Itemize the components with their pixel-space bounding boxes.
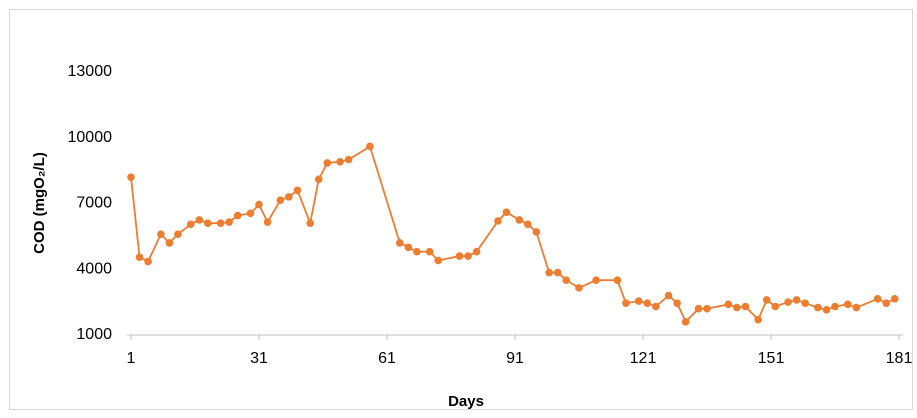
data-point (174, 230, 182, 238)
data-point (532, 228, 541, 236)
data-point (186, 220, 195, 229)
data-point (336, 158, 344, 166)
data-point (157, 230, 165, 238)
data-point (165, 239, 174, 247)
data-point (814, 303, 822, 312)
data-point (553, 268, 562, 277)
data-point (592, 276, 600, 284)
data-point (792, 296, 801, 304)
data-point (694, 304, 703, 313)
data-point (873, 295, 882, 303)
data-point (135, 253, 144, 261)
data-point (425, 247, 434, 256)
y-tick-label: 1000 (76, 326, 112, 343)
data-point (494, 217, 502, 225)
data-point (366, 142, 374, 151)
data-point (724, 300, 733, 309)
data-point (652, 302, 660, 311)
chart-border (9, 9, 913, 410)
data-point (195, 216, 204, 224)
y-tick-label: 4000 (76, 260, 112, 277)
data-point (276, 196, 285, 204)
data-point (233, 211, 242, 220)
data-point (681, 318, 690, 326)
data-point (144, 257, 152, 266)
data-point (293, 186, 302, 195)
data-point (673, 299, 681, 308)
y-tick-label: 10000 (68, 129, 113, 146)
data-point (822, 305, 831, 314)
data-point (733, 303, 741, 312)
data-point (464, 252, 472, 260)
data-point (882, 299, 890, 308)
data-point (741, 302, 750, 311)
data-point (204, 219, 212, 227)
data-point (404, 243, 413, 252)
data-point (225, 218, 233, 226)
data-point (622, 299, 630, 308)
x-tick-label: 121 (630, 350, 657, 367)
x-tick-label: 181 (886, 350, 913, 367)
x-tick-label: 31 (250, 350, 268, 367)
data-point (613, 276, 622, 284)
data-point (285, 193, 293, 201)
data-point (754, 315, 762, 324)
y-axis-label: COD (mgO₂/L) (31, 152, 48, 254)
data-point (472, 247, 481, 256)
y-tick-label: 7000 (76, 195, 112, 212)
data-point (314, 175, 323, 184)
data-point (246, 209, 255, 218)
x-tick-label: 1 (127, 350, 136, 367)
data-point (634, 297, 643, 305)
data-point (263, 218, 272, 226)
data-point (413, 247, 421, 256)
data-point (562, 276, 570, 284)
data-point (703, 304, 711, 313)
data-point (502, 208, 511, 217)
data-point (664, 291, 673, 300)
data-point (545, 268, 553, 277)
data-point (127, 173, 135, 181)
data-point (306, 219, 315, 227)
data-point (524, 220, 532, 229)
data-point (344, 155, 353, 164)
data-point (515, 216, 524, 224)
data-point (831, 302, 839, 311)
data-point (396, 239, 404, 247)
data-point (323, 159, 332, 167)
data-point (434, 256, 443, 265)
data-point (255, 200, 263, 209)
data-point (643, 299, 652, 308)
data-point (216, 219, 225, 227)
data-point (762, 296, 771, 304)
x-axis-label: Days (448, 393, 484, 410)
data-point (852, 303, 861, 312)
x-tick-label: 91 (506, 350, 524, 367)
data-point (575, 284, 583, 292)
data-point (771, 302, 780, 311)
x-tick-label: 151 (758, 350, 785, 367)
data-point (784, 298, 792, 306)
y-tick-label: 13000 (68, 63, 113, 80)
data-point (455, 252, 464, 260)
data-point (890, 295, 899, 303)
data-point (844, 300, 852, 309)
x-tick-label: 61 (378, 350, 396, 367)
data-point (801, 299, 809, 308)
